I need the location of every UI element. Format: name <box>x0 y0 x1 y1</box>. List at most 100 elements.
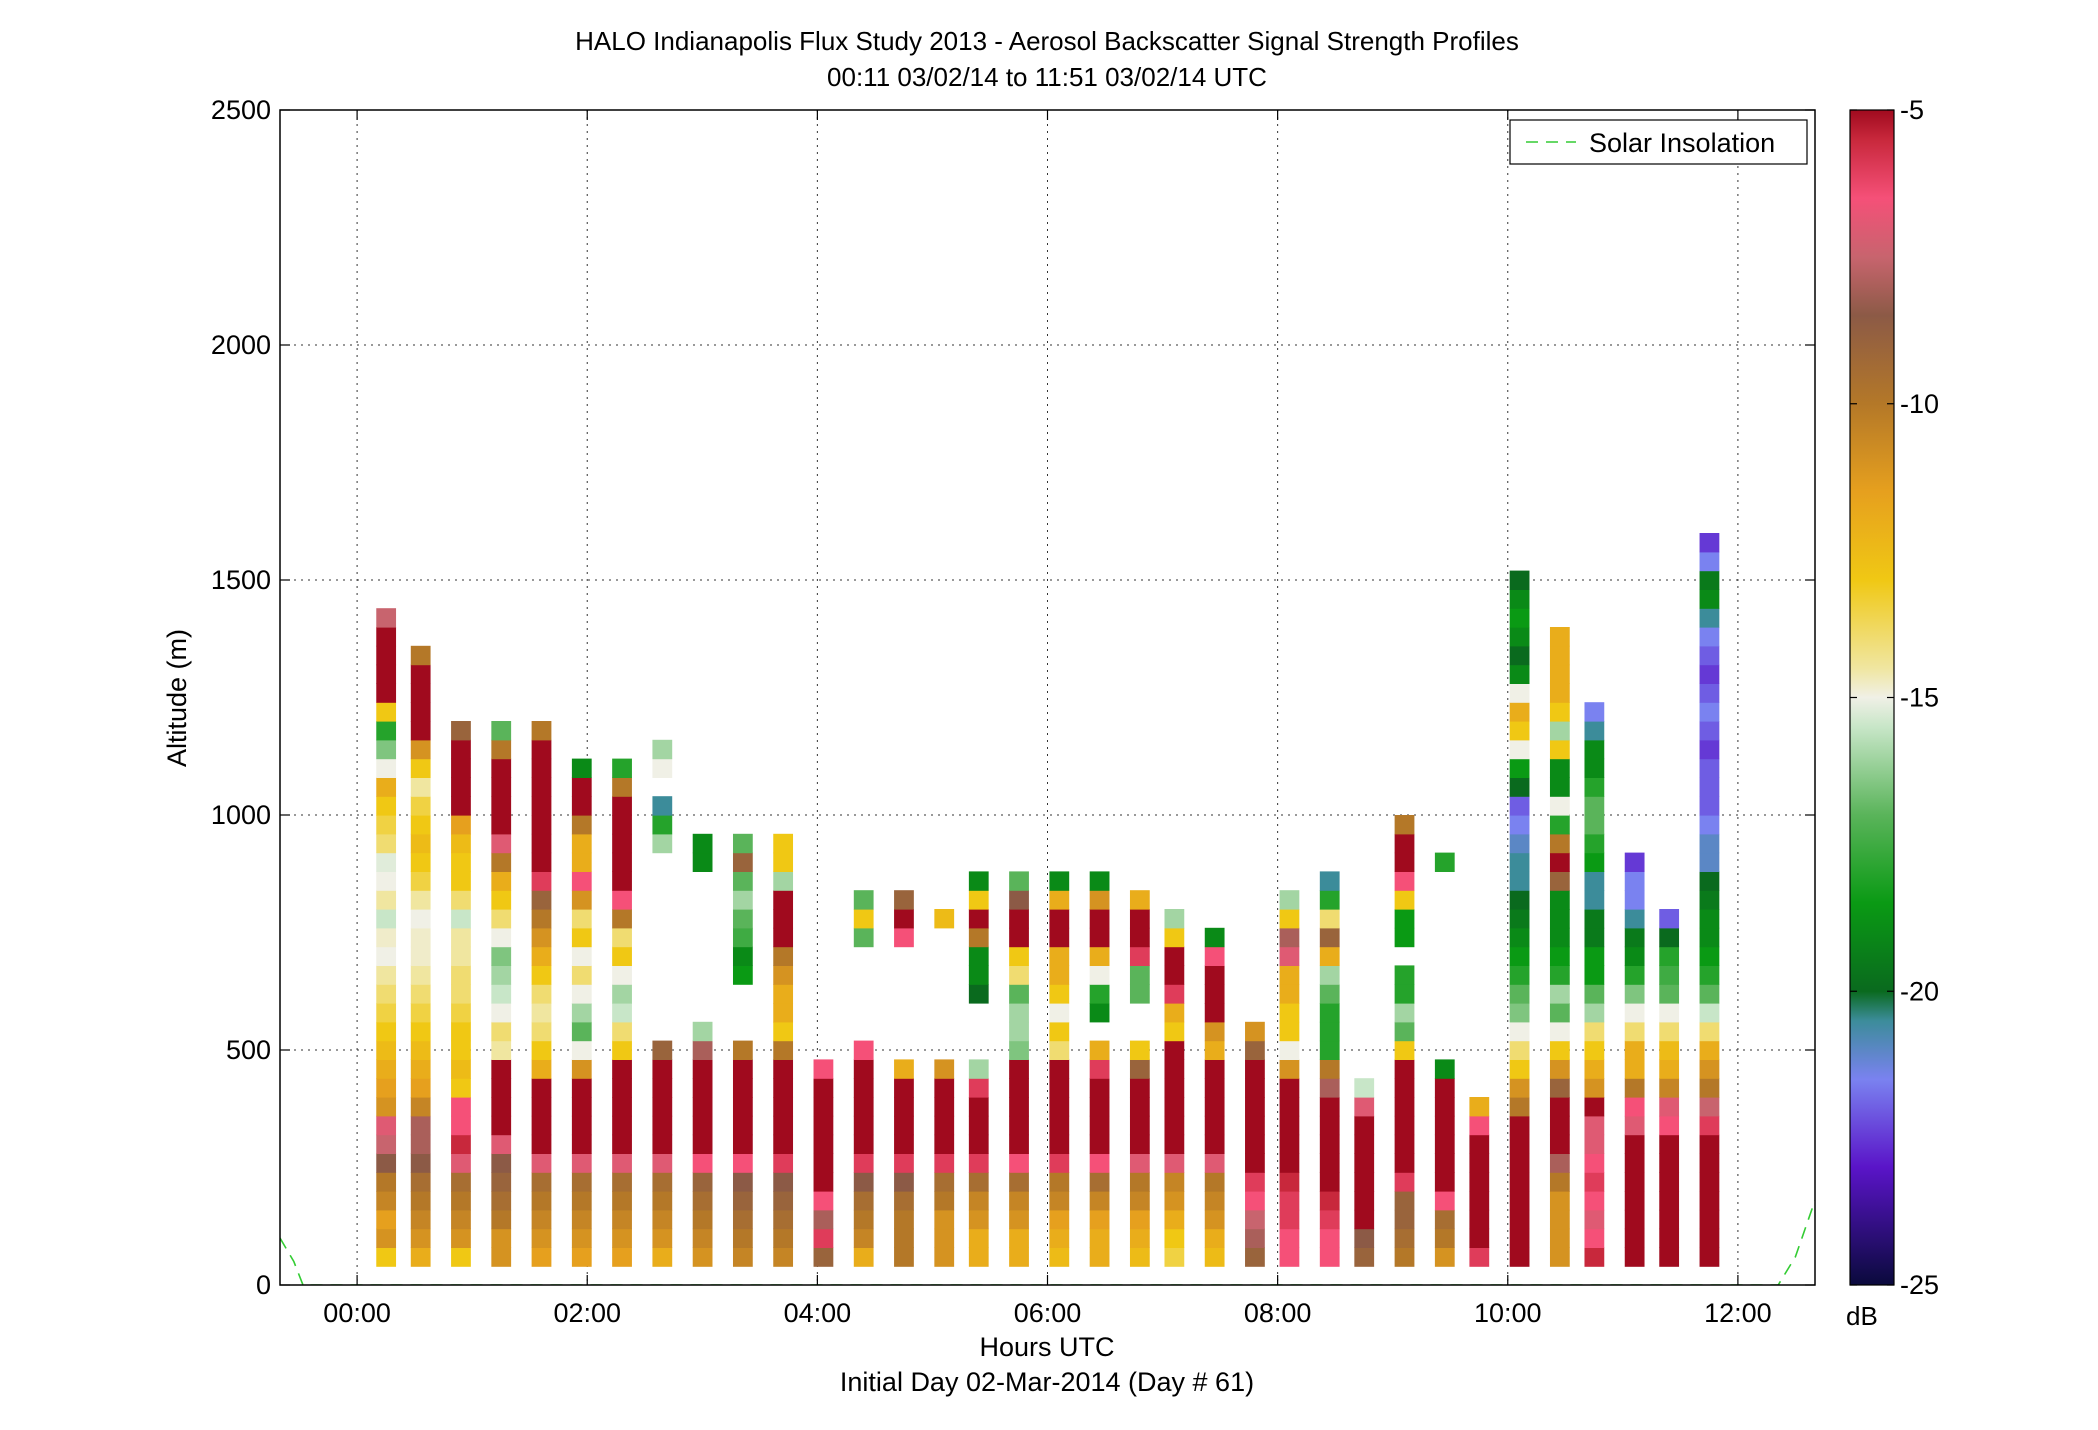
heatmap-cell <box>1089 1115 1110 1136</box>
heatmap-cell <box>1434 1059 1455 1079</box>
heatmap-cell <box>612 1228 632 1248</box>
heatmap-cell <box>531 946 552 966</box>
heatmap-cell <box>968 984 989 1004</box>
heatmap-cell <box>451 852 471 872</box>
heatmap-cell <box>531 1247 552 1267</box>
heatmap-cell <box>1584 1247 1605 1267</box>
heatmap-cell <box>1549 1059 1570 1079</box>
heatmap-cell <box>1624 1021 1645 1042</box>
heatmap-cell <box>773 1115 794 1136</box>
heatmap-cell <box>410 1153 431 1173</box>
heatmap-cell <box>1659 1134 1680 1154</box>
heatmap-cell <box>853 1134 874 1154</box>
x-axis-label: Hours UTC <box>979 1332 1114 1362</box>
heatmap-cell <box>813 1209 834 1230</box>
heatmap-cell <box>1659 1247 1680 1267</box>
heatmap-cell <box>1699 909 1720 929</box>
heatmap-cell <box>1584 1134 1605 1154</box>
heatmap-cell <box>612 852 632 872</box>
heatmap-cell <box>1509 1247 1530 1267</box>
heatmap-cell <box>1009 927 1029 948</box>
heatmap-cell <box>491 796 512 816</box>
heatmap-cell <box>1509 683 1530 703</box>
heatmap-cell <box>1509 909 1530 929</box>
heatmap-cell <box>1584 909 1605 929</box>
heatmap-cell <box>376 1097 397 1117</box>
heatmap-cell <box>410 1209 431 1230</box>
heatmap-cell <box>894 1134 914 1154</box>
heatmap-cell <box>1279 1228 1300 1248</box>
heatmap-cell <box>1699 833 1720 854</box>
colorbar-tick-label: -25 <box>1900 1270 1939 1300</box>
heatmap-cell <box>1699 946 1720 966</box>
heatmap-cell <box>773 909 794 929</box>
heatmap-cell <box>1699 815 1720 835</box>
heatmap-cell <box>1129 1059 1150 1079</box>
heatmap-cell <box>1049 1247 1070 1267</box>
heatmap-cell <box>853 1059 874 1079</box>
heatmap-cell <box>1509 1097 1530 1117</box>
heatmap-cell <box>1584 758 1605 778</box>
heatmap-cell <box>732 1153 753 1173</box>
heatmap-cell <box>1469 1209 1490 1230</box>
heatmap-cell <box>1009 871 1029 891</box>
heatmap-cell <box>1089 1191 1110 1211</box>
heatmap-cell <box>531 1191 552 1211</box>
heatmap-cell <box>1129 1078 1150 1098</box>
heatmap-cell <box>1584 739 1605 760</box>
heatmap-cell <box>1129 890 1150 910</box>
heatmap-cell <box>612 1021 632 1042</box>
heatmap-cell <box>531 739 552 760</box>
heatmap-cell <box>1319 1097 1340 1117</box>
heatmap-cell <box>451 796 471 816</box>
heatmap-cell <box>571 909 592 929</box>
heatmap-cell <box>612 1078 632 1098</box>
heatmap-cell <box>571 1003 592 1023</box>
heatmap-cell <box>652 1209 673 1230</box>
heatmap-cell <box>1009 1097 1029 1117</box>
heatmap-cell <box>934 1059 955 1079</box>
heatmap-cell <box>934 1209 955 1230</box>
heatmap-cell <box>571 1228 592 1248</box>
heatmap-cell <box>491 1153 512 1173</box>
heatmap-cell <box>1049 1003 1070 1023</box>
heatmap-cell <box>1549 1003 1570 1023</box>
x-tick-label: 06:00 <box>1014 1298 1082 1328</box>
heatmap-cell <box>968 1097 989 1117</box>
heatmap-cell <box>1089 984 1110 1004</box>
heatmap-cell <box>934 909 955 929</box>
heatmap-cell <box>692 1040 713 1060</box>
heatmap-cell <box>1089 1003 1110 1023</box>
heatmap-cell <box>732 965 753 985</box>
heatmap-cell <box>531 1003 552 1023</box>
heatmap-cell <box>934 1134 955 1154</box>
heatmap-cell <box>1049 909 1070 929</box>
heatmap-cell <box>1164 927 1185 948</box>
heatmap-cell <box>451 890 471 910</box>
heatmap-cell <box>376 890 397 910</box>
heatmap-cell <box>376 721 397 741</box>
heatmap-cell <box>1164 1021 1185 1042</box>
heatmap-cell <box>1624 984 1645 1004</box>
heatmap-cell <box>1009 1040 1029 1060</box>
heatmap-cell <box>451 758 471 778</box>
heatmap-cell <box>1624 1209 1645 1230</box>
heatmap-cell <box>1549 1078 1570 1098</box>
heatmap-cell <box>1089 1040 1110 1060</box>
heatmap-cell <box>1319 946 1340 966</box>
heatmap-cell <box>1659 1209 1680 1230</box>
heatmap-cell <box>1584 777 1605 797</box>
heatmap-cell <box>451 815 471 835</box>
heatmap-cell <box>376 909 397 929</box>
heatmap-cell <box>968 1115 989 1136</box>
heatmap-cell <box>1049 871 1070 891</box>
heatmap-cell <box>1584 852 1605 872</box>
heatmap-cell <box>1245 1191 1265 1211</box>
heatmap-cell <box>894 1059 914 1079</box>
heatmap-cell <box>1549 833 1570 854</box>
heatmap-cell <box>491 833 512 854</box>
heatmap-cell <box>853 1078 874 1098</box>
heatmap-cell <box>571 815 592 835</box>
heatmap-cell <box>451 777 471 797</box>
heatmap-cell <box>1509 664 1530 684</box>
